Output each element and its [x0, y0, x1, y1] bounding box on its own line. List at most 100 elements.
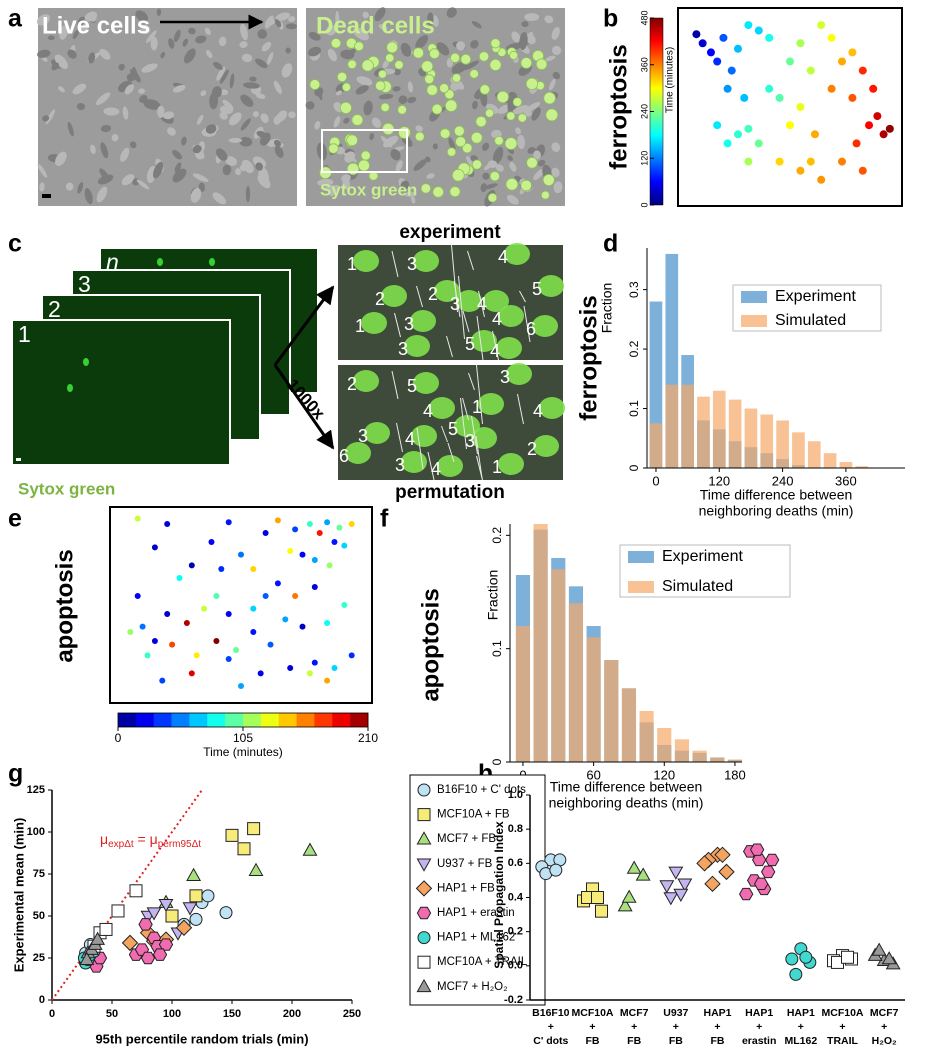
dead-cell	[375, 80, 386, 91]
cell	[219, 89, 229, 96]
colorbar-tick-label: 480	[639, 10, 649, 25]
cell	[96, 186, 108, 203]
data-point	[165, 909, 179, 923]
x-tick-label: HAP1	[703, 1007, 731, 1019]
cell	[173, 29, 181, 43]
death-point	[858, 166, 867, 175]
cell	[288, 16, 296, 23]
cell	[343, 117, 350, 124]
data-point	[785, 952, 799, 966]
colorbar-tick-label: 0	[115, 731, 122, 745]
plot-frame	[677, 7, 903, 207]
panel-label: c	[8, 230, 22, 258]
voronoi-edge	[451, 244, 458, 313]
dead-cell	[506, 111, 516, 121]
data-point	[668, 866, 684, 880]
data-point	[138, 918, 153, 931]
cell	[141, 63, 158, 73]
death-point	[827, 84, 836, 93]
histogram-bar	[710, 757, 725, 762]
data-point	[237, 842, 251, 856]
cell	[168, 38, 175, 49]
cell	[369, 133, 375, 141]
legend-marker	[417, 808, 431, 822]
cell	[273, 115, 282, 125]
voronoi-edge	[446, 335, 453, 358]
cell	[273, 80, 282, 94]
dead-cell	[505, 177, 519, 191]
death-point	[274, 580, 281, 587]
cell	[355, 85, 369, 95]
death-point	[139, 623, 146, 630]
death-point	[885, 124, 894, 133]
dead-cell	[378, 69, 387, 79]
dead-cell	[517, 113, 527, 123]
cell	[111, 134, 119, 142]
death-point	[164, 521, 171, 527]
y-axis-subtitle: Fraction	[485, 570, 501, 621]
death-point	[341, 602, 348, 608]
cell	[521, 21, 529, 28]
death-point	[208, 539, 215, 545]
dead-cell	[382, 122, 395, 136]
cell	[533, 150, 541, 160]
x-tick-label: 200	[283, 1008, 301, 1020]
cell	[88, 14, 97, 22]
cell	[472, 100, 478, 110]
dead-cell	[455, 136, 467, 148]
data-point	[152, 948, 168, 961]
cell-rank: 3	[395, 455, 405, 475]
y-tick-label: 25	[33, 952, 45, 964]
nucleus	[67, 384, 73, 392]
cell	[551, 167, 560, 178]
x-tick-label: B16F10	[532, 1007, 570, 1019]
dead-cell	[398, 126, 411, 139]
cell	[525, 33, 536, 45]
cell	[456, 41, 466, 51]
histogram-bar	[533, 524, 548, 762]
dead-cell	[460, 53, 472, 65]
death-point	[326, 562, 333, 569]
dead-cell	[385, 53, 395, 63]
cell-rank: 4	[498, 247, 508, 267]
data-point	[247, 822, 261, 836]
death-point	[873, 112, 882, 121]
dead-cell	[449, 186, 461, 198]
x-tick-label: C' dots	[533, 1035, 568, 1047]
cell-rank: 2	[347, 374, 357, 394]
dead-cell	[469, 69, 479, 79]
y-tick-label: 0.1	[490, 640, 504, 657]
cell	[120, 147, 130, 162]
cell	[167, 127, 176, 136]
dead-cell	[512, 97, 523, 107]
data-point	[677, 878, 693, 892]
dead-cell	[386, 41, 399, 54]
data-point	[841, 950, 854, 964]
x-axis-title: Time difference between	[550, 779, 703, 795]
legend-marker	[416, 906, 432, 920]
image-title: permutation	[395, 482, 505, 503]
dead-cell	[509, 50, 519, 60]
panel-label: e	[8, 505, 22, 533]
voronoi-edge	[476, 315, 484, 361]
cell	[192, 144, 202, 154]
x-axis-title: neighboring deaths (min)	[549, 795, 704, 811]
cell	[153, 161, 164, 179]
cell	[194, 151, 203, 160]
cell	[205, 124, 217, 134]
histogram-bar	[712, 390, 726, 468]
data-point	[617, 898, 633, 912]
data-point	[635, 867, 651, 881]
cell	[51, 62, 60, 71]
cell	[398, 95, 408, 105]
death-point	[744, 124, 753, 133]
dead-cell	[494, 135, 504, 146]
voronoi-edge	[517, 393, 524, 425]
cell	[100, 142, 109, 159]
dead-cell	[432, 186, 445, 198]
nucleus	[381, 285, 407, 307]
legend-swatch	[628, 551, 654, 563]
x-tick-label: 0	[49, 1008, 55, 1020]
cell	[281, 63, 293, 78]
death-point	[698, 39, 707, 48]
